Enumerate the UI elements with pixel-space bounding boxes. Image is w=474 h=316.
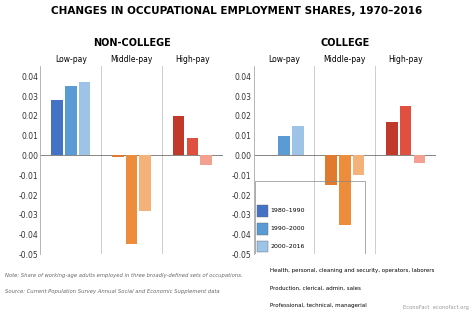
Text: Middle-pay: Middle-pay: [110, 55, 153, 64]
FancyBboxPatch shape: [257, 282, 268, 294]
Text: Production, clerical, admin, sales: Production, clerical, admin, sales: [270, 286, 361, 290]
Bar: [292, 126, 303, 155]
Bar: [173, 116, 184, 155]
Bar: [51, 100, 63, 155]
Text: Professional, technical, managerial: Professional, technical, managerial: [270, 303, 367, 308]
Bar: [353, 155, 365, 175]
Bar: [79, 82, 90, 155]
Bar: [112, 155, 124, 157]
Bar: [386, 122, 398, 155]
Bar: [339, 155, 351, 225]
Text: CHANGES IN OCCUPATIONAL EMPLOYMENT SHARES, 1970–2016: CHANGES IN OCCUPATIONAL EMPLOYMENT SHARE…: [51, 6, 423, 16]
Bar: [65, 86, 76, 155]
Text: COLLEGE: COLLEGE: [320, 38, 369, 47]
FancyBboxPatch shape: [257, 264, 268, 276]
Text: High-pay: High-pay: [175, 55, 210, 64]
Text: Middle-pay: Middle-pay: [324, 55, 366, 64]
Bar: [278, 136, 290, 155]
Bar: [400, 106, 411, 155]
Bar: [413, 155, 425, 163]
Bar: [200, 155, 212, 165]
Bar: [126, 155, 137, 245]
Text: 1990–2000: 1990–2000: [270, 226, 304, 231]
Text: Note: Share of working-age adults employed in three broadly-defined sets of occu: Note: Share of working-age adults employ…: [5, 273, 242, 278]
Text: High-pay: High-pay: [388, 55, 423, 64]
Text: Low-pay: Low-pay: [268, 55, 300, 64]
Bar: [139, 155, 151, 211]
Text: EconoFact  econofact.org: EconoFact econofact.org: [403, 305, 469, 310]
Text: 1980–1990: 1980–1990: [270, 208, 304, 213]
FancyBboxPatch shape: [257, 240, 268, 252]
Text: 2000–2016: 2000–2016: [270, 244, 304, 249]
FancyBboxPatch shape: [257, 205, 268, 217]
Bar: [325, 155, 337, 185]
Bar: [187, 137, 198, 155]
Text: Low-pay: Low-pay: [55, 55, 87, 64]
FancyBboxPatch shape: [257, 223, 268, 234]
Text: Health, personal, cleaning and security, operators, laborers: Health, personal, cleaning and security,…: [270, 268, 434, 273]
Text: NON-COLLEGE: NON-COLLEGE: [92, 38, 171, 47]
Text: Source: Current Population Survey Annual Social and Economic Supplement data: Source: Current Population Survey Annual…: [5, 289, 219, 294]
FancyBboxPatch shape: [257, 300, 268, 312]
